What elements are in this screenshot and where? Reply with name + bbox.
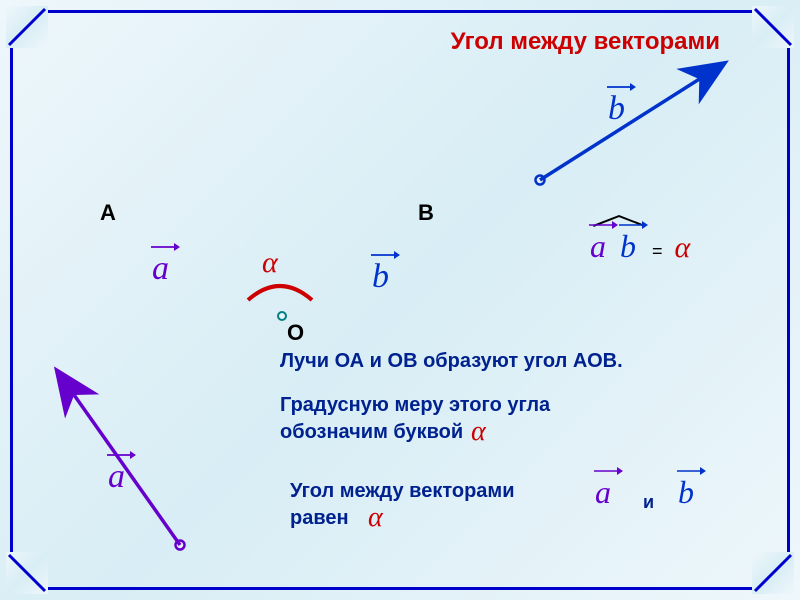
notation-eq: = — [652, 241, 663, 261]
alpha-arc — [240, 276, 320, 306]
text-line3: Угол между векторами равен — [290, 478, 515, 532]
text-line2b: обозначим буквой — [280, 421, 463, 443]
vec-b-free-label: b — [608, 90, 625, 128]
corner-tl — [6, 6, 48, 48]
vec-a-free-sym: a — [108, 458, 125, 495]
vec-b-mid: b — [372, 258, 389, 296]
alpha-mid: α — [262, 246, 278, 280]
angle-notation: a b = α — [590, 228, 690, 265]
slide-root: Угол между векторами А В О a — [0, 0, 800, 600]
vec-a-free-label: a — [108, 458, 125, 496]
point-A: А — [100, 200, 116, 226]
vec-a-inline: a — [595, 474, 611, 511]
vec-b-inline-sym: b — [678, 474, 694, 510]
vec-a-mid: a — [152, 250, 169, 288]
vec-b-inline: b — [678, 474, 694, 511]
notation-a: a — [590, 228, 606, 264]
corner-tr — [752, 6, 794, 48]
text-line3b: равен — [290, 507, 349, 529]
notation-b: b — [620, 228, 636, 264]
notation-alpha: α — [675, 231, 691, 264]
vec-b-free-sym: b — [608, 90, 625, 127]
text-line2: Градусную меру этого угла обозначим букв… — [280, 392, 550, 446]
text-line1: Лучи ОА и ОВ образуют угол АОВ. — [280, 348, 623, 375]
point-O: О — [287, 320, 304, 346]
point-O-dot — [276, 310, 288, 322]
vec-a-inline-sym: a — [595, 474, 611, 510]
and-text: и — [643, 492, 654, 513]
vec-a-mid-sym: a — [152, 250, 169, 287]
alpha-inline-3: α — [368, 502, 383, 534]
text-line2a: Градусную меру этого угла — [280, 394, 550, 416]
text-line3a: Угол между векторами — [290, 480, 515, 502]
corner-bl — [6, 552, 48, 594]
corner-br — [752, 552, 794, 594]
alpha-inline-2: α — [471, 416, 486, 448]
title: Угол между векторами — [451, 28, 720, 56]
vec-b-mid-sym: b — [372, 258, 389, 295]
point-B: В — [418, 200, 434, 226]
